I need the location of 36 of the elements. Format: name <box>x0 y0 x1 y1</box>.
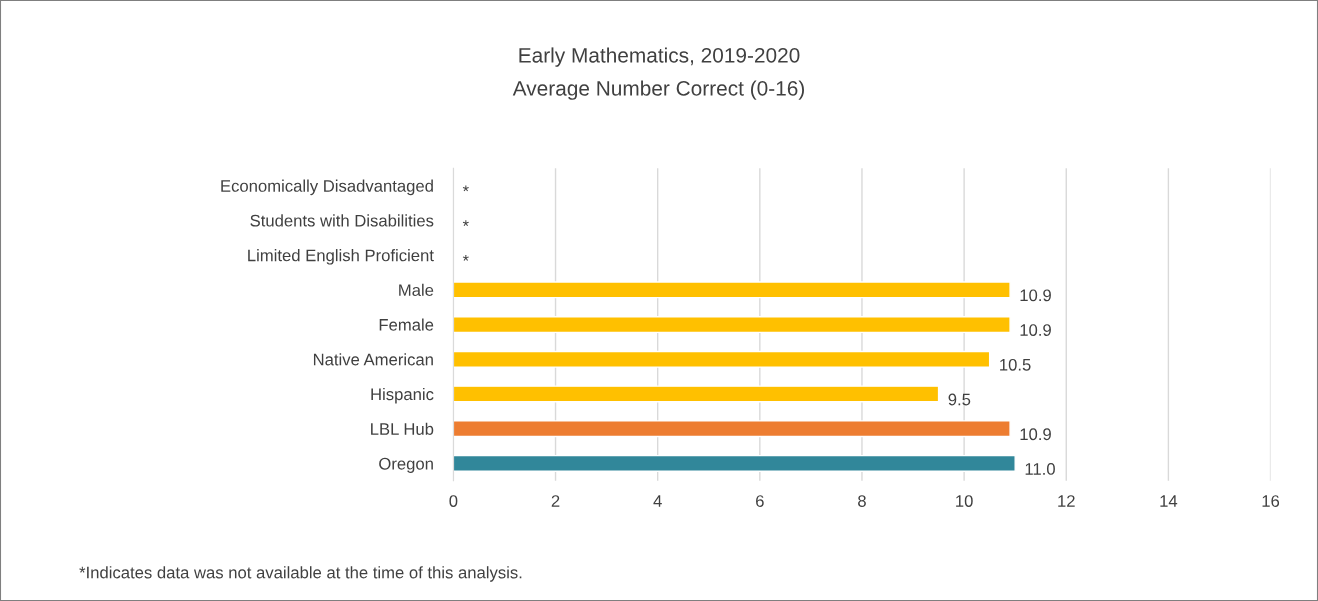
y-tick-label: Oregon <box>379 457 433 473</box>
chart-title: Early Mathematics, 2019-2020 <box>519 47 800 67</box>
y-tick-label: Economically Disadvantaged <box>221 179 433 196</box>
data-label: 10.9 <box>1020 428 1051 441</box>
data-label: 10.5 <box>1000 358 1031 371</box>
x-tick-label: 4 <box>653 495 662 507</box>
x-tick-label: 6 <box>756 495 764 507</box>
bar <box>453 281 1011 299</box>
chart-subtitle: Average Number Correct (0-16) <box>512 80 804 100</box>
y-tick-label: Male <box>399 283 434 297</box>
data-label: 9.5 <box>948 393 971 406</box>
bar <box>453 316 1011 334</box>
y-tick-label: LBL Hub <box>371 422 434 435</box>
x-tick-label: 10 <box>956 495 973 507</box>
text: * <box>462 220 469 227</box>
y-tick-label: Native American <box>313 353 433 366</box>
x-tick-label: 8 <box>858 495 866 507</box>
x-tick-label: 2 <box>551 495 560 507</box>
y-tick-label: Female <box>379 318 434 331</box>
text: * <box>462 254 469 261</box>
data-label: 10.9 <box>1020 324 1051 336</box>
bar <box>453 454 1016 472</box>
y-tick-label: Students with Disabilities <box>250 214 434 227</box>
x-tick-label: 14 <box>1160 495 1178 507</box>
data-label: 11.0 <box>1025 463 1055 475</box>
bar <box>453 420 1011 438</box>
text: *Indicates data was not available at the time of this analysis. <box>79 566 522 582</box>
text: * <box>462 185 469 192</box>
bar <box>453 350 991 368</box>
bar <box>453 385 940 403</box>
y-tick-label: Limited English Proficient <box>248 249 434 265</box>
y-tick-label: Hispanic <box>371 387 434 404</box>
x-tick-label: 12 <box>1058 495 1075 507</box>
data-label: 10.9 <box>1020 289 1051 302</box>
x-tick-label: 0 <box>449 495 458 507</box>
x-tick-label: 16 <box>1262 495 1280 507</box>
